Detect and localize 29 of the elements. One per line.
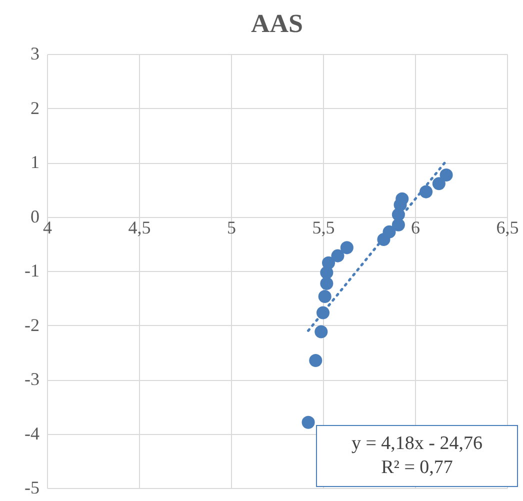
y-tick-label: 1 — [30, 152, 40, 172]
y-tick-label: 3 — [30, 44, 40, 64]
y-tick-label: -1 — [24, 260, 40, 280]
x-tick-label: 6 — [411, 217, 420, 238]
x-tick-label: 5,5 — [312, 217, 335, 238]
chart-title: AAS — [250, 9, 304, 38]
y-tick-label: -4 — [24, 423, 40, 444]
y-tick-label: -5 — [24, 478, 40, 498]
point — [432, 177, 446, 190]
y-tick-label: -2 — [24, 314, 40, 335]
point — [340, 241, 354, 254]
point — [302, 416, 315, 429]
x-tick-label: 4 — [43, 217, 52, 238]
x-tick-label: 6,5 — [496, 217, 519, 238]
point — [331, 249, 344, 262]
equation-box: y = 4,18x - 24,76 R² = 0,77 — [316, 425, 518, 487]
x-tick-label: 4,5 — [128, 217, 151, 238]
point — [309, 354, 322, 368]
point — [320, 276, 334, 290]
point — [314, 325, 328, 338]
point — [396, 192, 409, 206]
point — [420, 185, 433, 198]
x-tick-label: 5 — [227, 217, 236, 238]
point — [318, 290, 332, 304]
y-tick-label: 0 — [30, 206, 40, 226]
point — [440, 168, 453, 182]
y-tick-label: 2 — [30, 98, 40, 118]
y-tick-label: -3 — [24, 369, 40, 389]
point — [322, 256, 336, 270]
